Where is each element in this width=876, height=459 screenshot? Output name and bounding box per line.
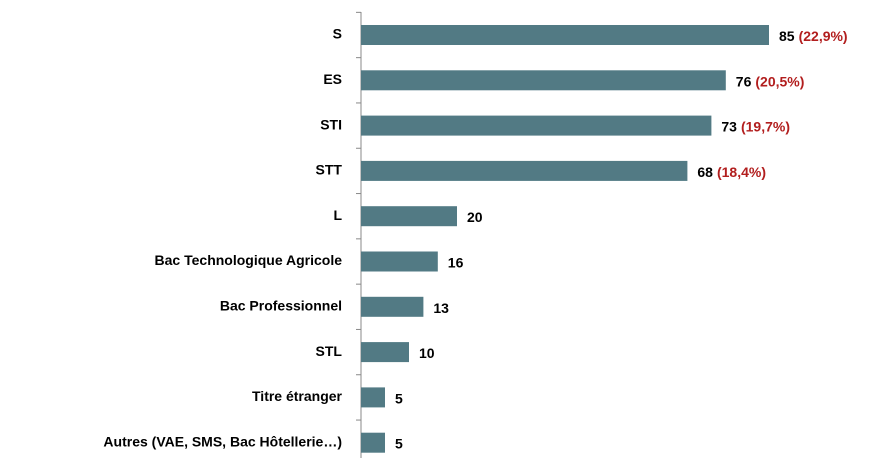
share-label: (18,4%) xyxy=(717,164,766,180)
bar xyxy=(361,387,385,408)
category-label: STI xyxy=(320,116,342,132)
category-label: STT xyxy=(316,162,343,178)
category-label: S xyxy=(333,26,342,42)
bar xyxy=(361,342,409,363)
value-text: 16 xyxy=(448,254,464,270)
category-label: Bac Professionnel xyxy=(220,298,342,314)
value-label: 20 xyxy=(467,209,483,225)
value-label: 16 xyxy=(448,254,464,270)
value-label: 85 (22,9%) xyxy=(779,28,848,44)
category-label: Titre étranger xyxy=(252,388,343,404)
value-text: 68 xyxy=(697,164,713,180)
bar xyxy=(361,115,712,136)
category-label: STL xyxy=(316,343,343,359)
value-label: 68 (18,4%) xyxy=(697,164,766,180)
value-label: 73 (19,7%) xyxy=(721,118,790,134)
share-label: (22,9%) xyxy=(799,28,848,44)
value-label: 10 xyxy=(419,345,435,361)
bar xyxy=(361,25,769,45)
bar xyxy=(361,432,385,453)
bar xyxy=(361,160,688,181)
value-text: 13 xyxy=(433,300,449,316)
bar xyxy=(361,70,726,91)
share-label: (19,7%) xyxy=(741,118,790,134)
value-text: 76 xyxy=(736,73,752,89)
value-label: 5 xyxy=(395,435,403,451)
bar xyxy=(361,251,438,272)
category-label: Autres (VAE, SMS, Bac Hôtellerie…) xyxy=(103,433,342,449)
value-label: 13 xyxy=(433,300,449,316)
value-text: 10 xyxy=(419,345,435,361)
category-label: L xyxy=(333,207,342,223)
category-label: ES xyxy=(323,71,342,87)
value-text: 20 xyxy=(467,209,483,225)
value-text: 5 xyxy=(395,390,403,406)
value-label: 76 (20,5%) xyxy=(736,73,805,89)
bar xyxy=(361,206,457,227)
share-label: (20,5%) xyxy=(755,73,804,89)
value-label: 5 xyxy=(395,390,403,406)
bar xyxy=(361,296,424,317)
value-text: 73 xyxy=(721,118,737,134)
value-text: 85 xyxy=(779,28,795,44)
category-label: Bac Technologique Agricole xyxy=(155,252,343,268)
value-text: 5 xyxy=(395,435,403,451)
